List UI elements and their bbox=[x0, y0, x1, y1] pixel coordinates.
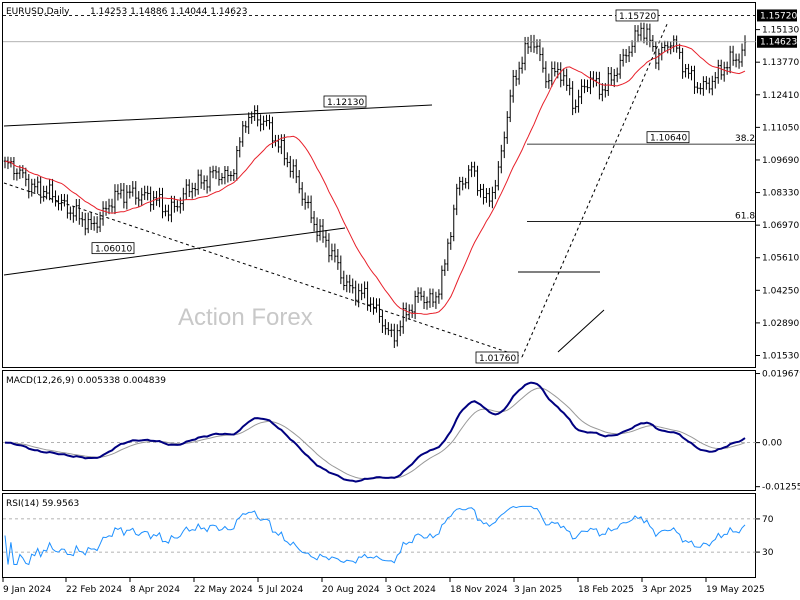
macd-line bbox=[4, 381, 746, 483]
price-highlight-label: 1.15720 bbox=[760, 11, 797, 21]
time-tick-label: 22 Feb 2024 bbox=[66, 585, 122, 595]
rsi-tick-label: 70 bbox=[762, 515, 774, 525]
decline-trendline bbox=[3, 182, 523, 358]
macd-label: MACD(12,26,9) 0.005338 0.004839 bbox=[6, 376, 166, 386]
consolidation-bottom bbox=[557, 309, 605, 353]
upper-trendline bbox=[3, 104, 433, 127]
moving-average-line bbox=[4, 44, 746, 315]
time-tick-label: 18 Nov 2024 bbox=[450, 585, 508, 595]
price-highlight-label: 1.14623 bbox=[760, 38, 797, 48]
rally-trendline bbox=[521, 21, 669, 358]
annotation-box bbox=[646, 131, 690, 144]
price-tick-label: 1.06970 bbox=[762, 221, 799, 231]
price-tick-label: 1.02890 bbox=[762, 319, 799, 329]
fib-level-label: 61.8 bbox=[735, 212, 755, 222]
macd-tick-label: -0.012552 bbox=[762, 483, 800, 493]
macd-tick-label: 0.019679 bbox=[762, 370, 800, 380]
lower-trendline bbox=[3, 227, 346, 276]
price-tick-label: 1.05610 bbox=[762, 254, 799, 264]
time-tick-label: 5 Jul 2024 bbox=[258, 585, 303, 595]
time-tick-label: 20 Aug 2024 bbox=[322, 585, 380, 595]
price-tick-label: 1.15130 bbox=[762, 26, 799, 36]
price-highlight-box bbox=[757, 9, 797, 22]
time-tick-label: 18 Feb 2025 bbox=[578, 585, 634, 595]
macd-panel bbox=[2, 370, 756, 491]
annotation-box bbox=[475, 351, 519, 364]
annotation-label: 1.10640 bbox=[650, 134, 687, 144]
macd-signal-line bbox=[5, 387, 746, 480]
fib-level-label: 38.2 bbox=[735, 134, 755, 144]
annotation-label: 1.15720 bbox=[619, 12, 656, 22]
price-highlight-box bbox=[757, 35, 797, 48]
annotation-box bbox=[615, 9, 659, 22]
time-tick-label: 9 Jan 2024 bbox=[3, 585, 51, 595]
rsi-tick-label: 30 bbox=[762, 548, 774, 558]
time-tick-label: 19 May 2025 bbox=[706, 585, 765, 595]
annotation-box bbox=[91, 242, 135, 255]
annotation-label: 1.12130 bbox=[327, 98, 364, 108]
price-tick-label: 1.09690 bbox=[762, 156, 799, 166]
rsi-line bbox=[4, 505, 746, 566]
ohlc-header: 1.14253 1.14886 1.14044 1.14623 bbox=[90, 7, 247, 17]
watermark: Action Forex bbox=[178, 304, 313, 331]
price-tick-label: 1.13770 bbox=[762, 58, 799, 68]
price-tick-label: 1.04250 bbox=[762, 286, 799, 296]
time-tick-label: 8 Apr 2024 bbox=[130, 585, 180, 595]
annotation-box bbox=[323, 95, 367, 108]
price-tick-label: 1.08330 bbox=[762, 189, 799, 199]
time-tick-label: 22 May 2024 bbox=[194, 585, 253, 595]
annotation-label: 1.01760 bbox=[479, 354, 516, 364]
price-tick-label: 1.12410 bbox=[762, 91, 799, 101]
annotation-label: 1.06010 bbox=[95, 245, 132, 255]
time-tick-label: 3 Jan 2025 bbox=[514, 585, 562, 595]
chart-title: EURUSD,Daily bbox=[6, 7, 70, 17]
macd-tick-label: 0.00 bbox=[762, 439, 782, 449]
rsi-panel bbox=[2, 493, 756, 578]
rsi-label: RSI(14) 59.9563 bbox=[6, 499, 79, 509]
time-tick-label: 3 Oct 2024 bbox=[386, 585, 436, 595]
price-tick-label: 1.01530 bbox=[762, 351, 799, 361]
price-tick-label: 1.11050 bbox=[762, 123, 799, 133]
time-tick-label: 3 Apr 2025 bbox=[642, 585, 692, 595]
price-panel bbox=[2, 2, 756, 368]
